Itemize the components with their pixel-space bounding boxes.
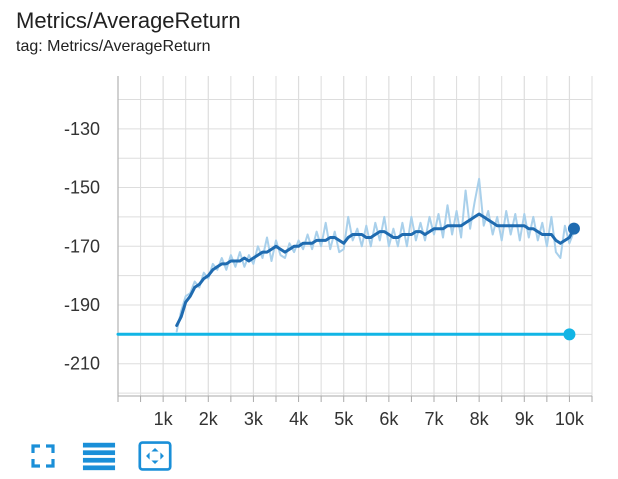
grid [117,76,593,402]
x-tick-label: 9k [515,409,535,429]
fit-to-data-icon [138,441,172,471]
y-tick-label: -130 [64,119,100,139]
series-end-point-baseline [563,328,576,341]
x-tick-label: 1k [154,409,174,429]
x-tick-label: 5k [334,409,354,429]
x-tick-label: 2k [199,409,219,429]
x-tick-label: 8k [470,409,490,429]
x-tick-label: 7k [424,409,444,429]
x-tick-label: 6k [379,409,399,429]
toggle-log-scale-button[interactable] [82,440,116,472]
fullscreen-icon [31,444,55,468]
y-tick-label: -210 [64,354,100,374]
series-layer [116,177,580,341]
x-tick-label: 4k [289,409,309,429]
y-tick-label: -190 [64,295,100,315]
tag-line: tag: Metrics/AverageReturn [16,38,211,55]
lines-icon [82,442,116,471]
series-end-point-smoothed [567,222,580,235]
x-tick-label: 3k [244,409,264,429]
y-axis-labels: -130 -150 -170 -190 -210 [64,119,100,374]
y-tick-label: -150 [64,178,100,198]
fullscreen-button[interactable] [26,440,60,472]
x-tick-label: 10k [555,409,585,429]
series-line-raw [175,177,575,333]
fit-domain-button[interactable] [138,440,172,472]
page-title: Metrics/AverageReturn [16,8,241,33]
y-tick-label: -170 [64,236,100,256]
series-line-smoothed [175,212,576,327]
x-axis-labels: 1k 2k 3k 4k 5k 6k 7k 8k 9k 10k [154,409,585,429]
